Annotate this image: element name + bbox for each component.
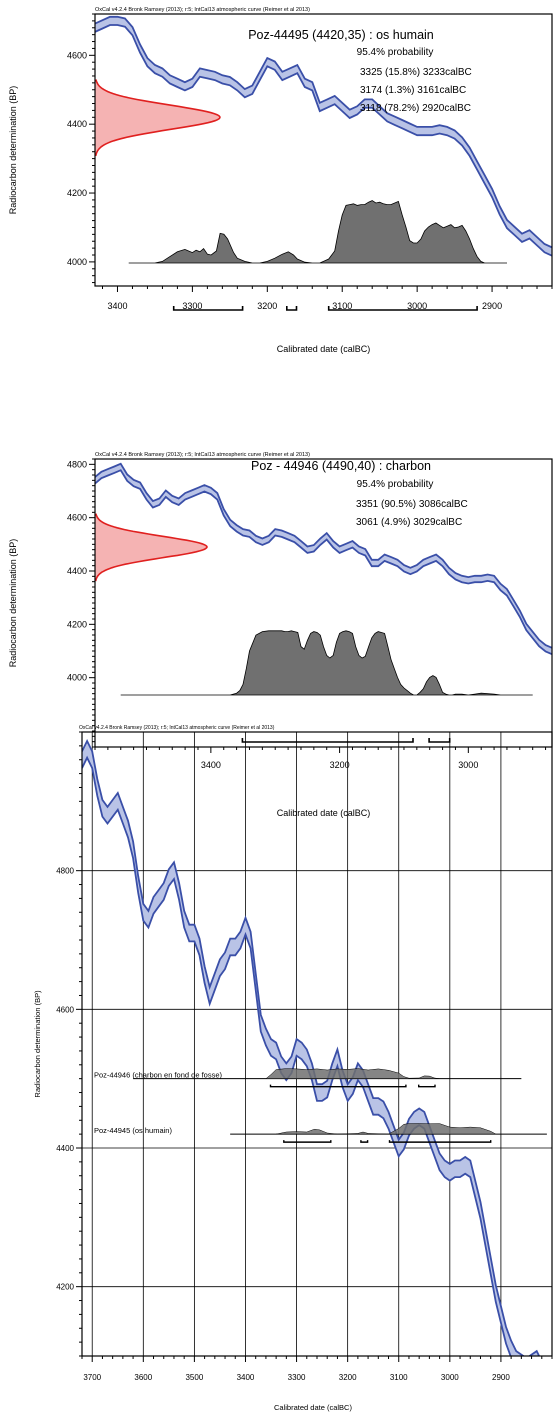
x-tick-label-1: 3200 xyxy=(330,760,350,770)
y-tick-label-1: 4200 xyxy=(67,619,87,629)
chart-header: OxCal v4.2.4 Bronk Ramsey (2013); r:5; I… xyxy=(79,725,275,731)
plot-frame xyxy=(94,13,553,287)
x-tick-label-5: 3200 xyxy=(339,1373,357,1382)
chart-header: OxCal v4.2.4 Bronk Ramsey (2013); r:5; I… xyxy=(95,7,310,13)
series-label-1: Poz-44945 (os humain) xyxy=(94,1126,172,1135)
chart-panel-1: OxCal v4.2.4 Bronk Ramsey (2013); r:5; I… xyxy=(8,7,553,354)
y-axis-label: Radiocarbon determination (BP) xyxy=(8,539,18,668)
series-range-0-1 xyxy=(418,1084,436,1088)
y-tick-label-2: 4600 xyxy=(56,1005,74,1014)
range-label-1: 3174 (1.3%) 3161calBC xyxy=(360,85,466,96)
chart-title: Poz-44495 (4420,35) : os humain xyxy=(248,28,434,42)
y-tick-label-3: 4600 xyxy=(67,50,87,60)
range-label-2: 3118 (78.2%) 2920calBC xyxy=(360,103,471,114)
probability-label: 95.4% probability xyxy=(357,479,434,490)
y-axis-label: Radiocarbon determination (BP) xyxy=(8,86,18,215)
calibration-curve-lower xyxy=(95,469,552,656)
x-tick-label-3: 3400 xyxy=(237,1373,255,1382)
x-tick-label-0: 3400 xyxy=(107,301,127,311)
measurement-distribution-fill xyxy=(95,513,207,582)
chart-header: OxCal v4.2.4 Bronk Ramsey (2013); r:5; I… xyxy=(95,452,310,458)
x-axis-label: Calibrated date (calBC) xyxy=(277,808,371,818)
y-tick-label-1: 4400 xyxy=(56,1144,74,1153)
y-tick-label-2: 4400 xyxy=(67,119,87,129)
range-bracket-0 xyxy=(241,738,414,743)
calibration-curve-upper xyxy=(95,15,552,249)
calibration-curve-upper xyxy=(95,462,552,649)
chart-title: Poz - 44946 (4490,40) : charbon xyxy=(251,459,431,473)
y-tick-label-4: 4800 xyxy=(67,459,87,469)
range-bracket-2 xyxy=(327,306,478,311)
series-range-1-1 xyxy=(360,1140,369,1143)
x-tick-label-7: 3000 xyxy=(441,1373,459,1382)
x-tick-label-0: 3700 xyxy=(83,1373,101,1382)
calibrated-distribution xyxy=(128,200,507,264)
series-range-0-0 xyxy=(269,1084,407,1088)
series-distribution-0 xyxy=(265,1068,440,1080)
measurement-distribution-fill xyxy=(95,79,220,156)
chart-panel-2: OxCal v4.2.4 Bronk Ramsey (2013); r:5; I… xyxy=(8,452,553,818)
x-tick-label-4: 3000 xyxy=(407,301,427,311)
probability-label: 95.4% probability xyxy=(357,47,434,58)
x-axis-label: Calibrated date (calBC) xyxy=(274,1403,352,1412)
series-distribution-1 xyxy=(275,1123,497,1135)
range-label-0: 3325 (15.8%) 3233calBC xyxy=(360,67,472,78)
y-tick-label-1: 4200 xyxy=(67,188,87,198)
series-range-1-0 xyxy=(283,1140,332,1143)
x-tick-label-0: 3400 xyxy=(201,760,221,770)
x-tick-label-3: 3100 xyxy=(332,301,352,311)
x-tick-label-6: 3100 xyxy=(390,1373,408,1382)
calibrated-distribution xyxy=(120,630,533,696)
calibration-curve xyxy=(95,462,552,656)
calibration-curve-lower xyxy=(95,24,552,257)
x-tick-label-2: 3500 xyxy=(185,1373,203,1382)
plot-frame xyxy=(94,458,553,748)
x-tick-label-4: 3300 xyxy=(288,1373,306,1382)
y-tick-label-2: 4400 xyxy=(67,566,87,576)
measurement-distribution-line xyxy=(94,513,208,582)
x-tick-label-5: 2900 xyxy=(482,301,502,311)
calibration-curve-upper xyxy=(82,738,541,1356)
range-bracket-0 xyxy=(172,306,244,311)
y-tick-label-0: 4000 xyxy=(67,257,87,267)
calibration-curve xyxy=(82,738,541,1356)
y-tick-label-3: 4600 xyxy=(67,513,87,523)
x-axis-label: Calibrated date (calBC) xyxy=(277,344,371,354)
y-tick-label-0: 4000 xyxy=(67,673,87,683)
x-tick-label-1: 3600 xyxy=(134,1373,152,1382)
range-label-1: 3061 (4.9%) 3029calBC xyxy=(356,517,462,528)
calibration-curve-lower xyxy=(82,755,512,1356)
x-tick-label-1: 3300 xyxy=(182,301,202,311)
x-tick-label-8: 2900 xyxy=(492,1373,510,1382)
series-label-0: Poz-44946 (charbon en fond de fosse) xyxy=(94,1071,223,1080)
calibration-curve xyxy=(95,15,552,257)
calibration-curve-band xyxy=(82,741,540,1356)
series-range-1-2 xyxy=(388,1140,492,1143)
y-tick-label-3: 4800 xyxy=(56,867,74,876)
range-label-0: 3351 (90.5%) 3086calBC xyxy=(356,499,468,510)
x-tick-label-2: 3000 xyxy=(458,760,478,770)
plot-frame xyxy=(81,731,553,1357)
chart-panel-3: OxCal v4.2.4 Bronk Ramsey (2013); r:5; I… xyxy=(33,725,553,1412)
calibration-curve-band xyxy=(95,16,552,256)
y-axis-label: Radiocarbon determination (BP) xyxy=(33,990,42,1098)
y-tick-label-0: 4200 xyxy=(56,1283,74,1292)
measurement-distribution-line xyxy=(94,79,221,157)
x-tick-label-2: 3200 xyxy=(257,301,277,311)
range-bracket-1 xyxy=(286,306,298,311)
range-bracket-1 xyxy=(428,738,451,743)
